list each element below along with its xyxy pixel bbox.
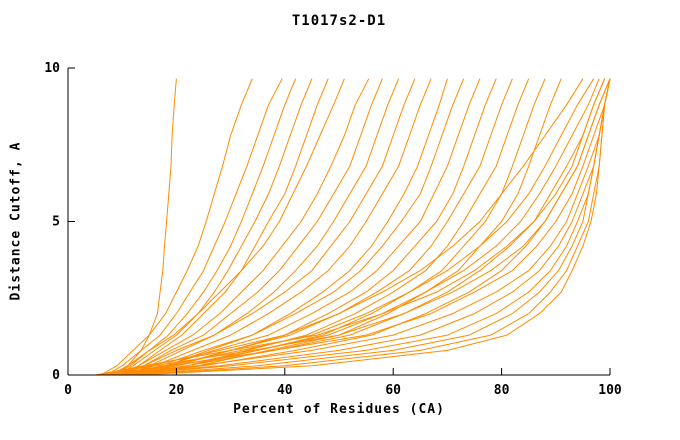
- model-curve-model-15: [122, 78, 481, 376]
- model-curve-model-32: [127, 78, 611, 376]
- model-curve-model-14: [127, 78, 465, 376]
- x-tick-label: 20: [169, 383, 185, 398]
- model-curve-model-06: [121, 78, 329, 376]
- model-curve-model-09: [122, 78, 383, 376]
- y-tick-label: 0: [52, 368, 60, 383]
- model-curve-model-31: [122, 78, 611, 376]
- model-curve-model-01: [111, 78, 177, 376]
- model-curve-model-11: [116, 78, 416, 376]
- model-curve-model-13: [132, 78, 448, 376]
- model-curve-model-17: [127, 78, 513, 376]
- model-curve-model-10: [127, 78, 400, 376]
- model-curve-model-26: [95, 78, 606, 376]
- model-curve-model-21: [100, 78, 584, 376]
- x-axis-label: Percent of Residues (CA): [233, 402, 445, 417]
- model-curve-model-23: [111, 78, 600, 376]
- x-tick-label: 100: [598, 383, 622, 398]
- model-curve-model-25: [122, 78, 611, 376]
- model-curve-model-05: [116, 78, 313, 376]
- model-curve-model-16: [132, 78, 497, 376]
- y-tick-label: 5: [52, 215, 60, 230]
- model-curve-model-20: [138, 78, 562, 376]
- chart-title: T1017s2-D1: [291, 13, 387, 29]
- model-curve-model-28: [105, 78, 611, 376]
- model-curve-model-29: [111, 78, 611, 376]
- y-tick-label: 10: [44, 61, 60, 76]
- model-curve-model-03: [105, 78, 283, 376]
- model-curve-model-04: [111, 78, 297, 376]
- x-tick-label: 80: [494, 383, 510, 398]
- model-curve-model-02: [100, 78, 253, 376]
- model-curve-model-12: [122, 78, 432, 376]
- x-tick-label: 60: [385, 383, 401, 398]
- model-curve-model-30: [116, 78, 611, 376]
- model-curve-model-24: [116, 78, 606, 376]
- model-curve-model-22: [105, 78, 595, 376]
- x-tick-label: 0: [64, 383, 72, 398]
- x-tick-label: 40: [277, 383, 293, 398]
- model-curve-model-08: [116, 78, 370, 376]
- model-curve-model-07: [111, 78, 345, 376]
- model-curve-model-27: [100, 78, 611, 376]
- model-curve-model-34: [138, 78, 611, 376]
